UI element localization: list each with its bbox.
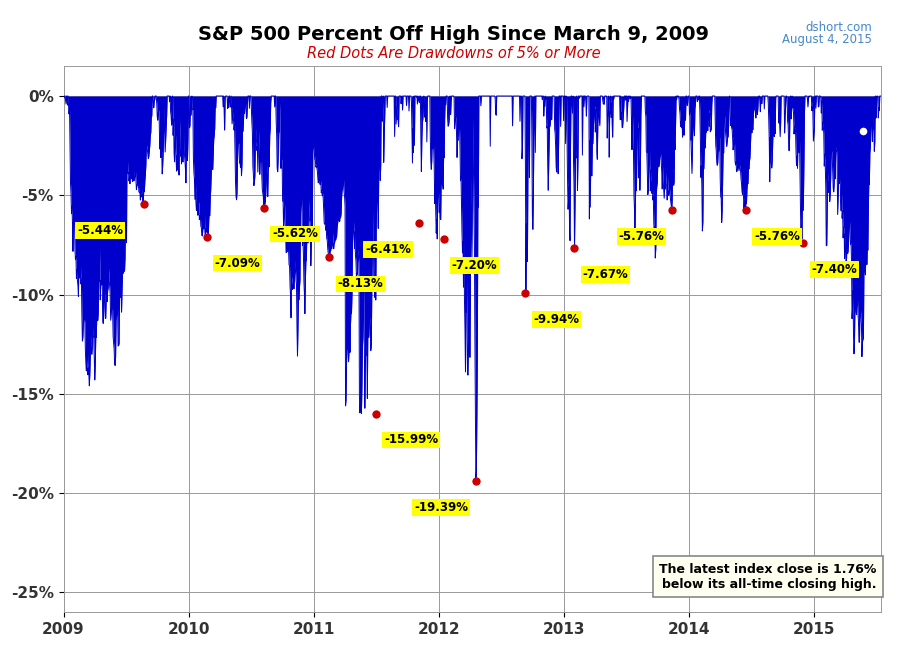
Text: -19.39%: -19.39% bbox=[414, 501, 469, 514]
Text: -6.41%: -6.41% bbox=[365, 243, 410, 256]
Text: August 4, 2015: August 4, 2015 bbox=[782, 33, 872, 46]
Text: -7.09%: -7.09% bbox=[215, 257, 261, 269]
Text: -5.62%: -5.62% bbox=[272, 228, 318, 240]
Text: -8.13%: -8.13% bbox=[338, 277, 383, 291]
Text: -7.20%: -7.20% bbox=[452, 259, 498, 272]
Text: -5.76%: -5.76% bbox=[618, 230, 665, 243]
Text: The latest index close is 1.76%
below its all-time closing high.: The latest index close is 1.76% below it… bbox=[659, 563, 877, 591]
Text: -15.99%: -15.99% bbox=[384, 434, 438, 446]
Text: -9.94%: -9.94% bbox=[534, 313, 579, 326]
Text: S&P 500 Percent Off High Since March 9, 2009: S&P 500 Percent Off High Since March 9, … bbox=[199, 25, 709, 44]
Text: -5.44%: -5.44% bbox=[77, 224, 123, 237]
Text: dshort.com: dshort.com bbox=[804, 21, 872, 34]
Text: Red Dots Are Drawdowns of 5% or More: Red Dots Are Drawdowns of 5% or More bbox=[307, 46, 601, 62]
Text: -7.40%: -7.40% bbox=[812, 263, 857, 276]
Text: -7.67%: -7.67% bbox=[583, 268, 628, 281]
Text: -5.76%: -5.76% bbox=[754, 230, 800, 243]
